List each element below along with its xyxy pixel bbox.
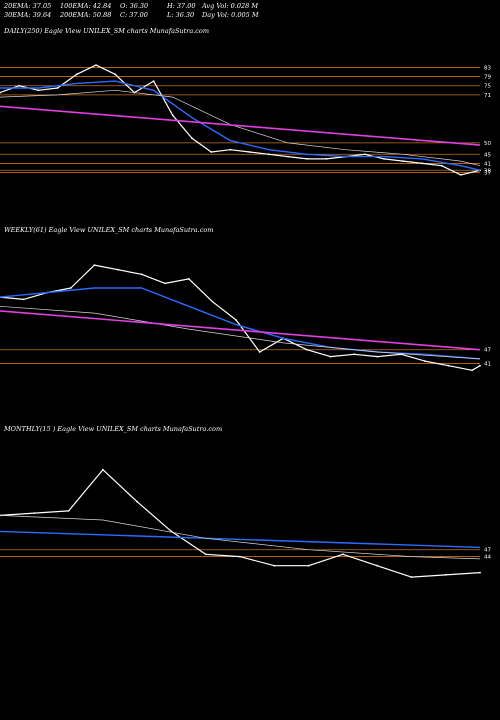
day-vol-stat: Day Vol: 0.005 M [202, 11, 259, 19]
weekly-tick-label: 41 [484, 361, 491, 367]
weekly-price-point [376, 355, 379, 358]
daily-price-point [229, 148, 232, 151]
ema20-stat: 20EMA: 37.05 [4, 2, 52, 10]
weekly-price-point [353, 353, 355, 356]
weekly-price-point [306, 348, 308, 351]
daily-price-point [152, 80, 155, 82]
monthly-price-point [33, 512, 36, 514]
weekly-price-point [329, 355, 332, 358]
daily-price-point [440, 164, 443, 167]
low-stat: L: 36.30 [167, 11, 195, 19]
daily-price-point [56, 87, 59, 89]
monthly-price-point [136, 500, 139, 503]
daily-tick-label: 79 [484, 75, 491, 81]
daily-tick-label: 45 [484, 152, 491, 158]
weekly-price-point [93, 264, 96, 266]
monthly-price-point [376, 564, 378, 567]
monthly-price-point [204, 553, 207, 556]
weekly-price-point [164, 282, 167, 285]
weekly-price-point [424, 360, 426, 362]
ema200-stat: 200EMA: 50.88 [60, 11, 112, 19]
weekly-ema-slow-line [0, 305, 481, 360]
daily-price-point [267, 153, 270, 156]
daily-price-point [171, 114, 174, 117]
monthly-price-point [273, 564, 276, 567]
weekly-ema-fast-line [0, 287, 481, 360]
daily-price-point [191, 137, 193, 140]
daily-price-point [0, 91, 1, 94]
monthly-price-line [0, 469, 481, 578]
monthly-tick-label: 44 [484, 555, 491, 561]
daily-panel-label: DAILY(250) Eagle View UNILEX_SM charts M… [4, 27, 209, 35]
daily-trend-line [0, 105, 481, 146]
weekly-price-point [22, 298, 25, 301]
daily-price-point [248, 151, 251, 153]
daily-tick-label: 37 [484, 171, 491, 177]
monthly-price-point [307, 564, 310, 567]
weekly-price-point [479, 364, 481, 367]
monthly-price-point [444, 574, 447, 576]
weekly-price-point [471, 369, 473, 372]
daily-price-point [210, 151, 213, 153]
weekly-price-point [117, 268, 119, 271]
daily-tick-label: 83 [484, 65, 491, 71]
ema100-stat: 100EMA: 42.84 [60, 2, 112, 10]
daily-price-point [306, 158, 309, 160]
daily-price-point [402, 160, 405, 163]
daily-price-point [37, 89, 40, 92]
monthly-ema-slow-line [0, 515, 481, 560]
monthly-ema-fast-line [0, 530, 481, 549]
monthly-price-point [342, 553, 344, 556]
weekly-price-point [69, 287, 72, 289]
close-stat: C: 37.00 [120, 11, 148, 19]
weekly-price-point [211, 300, 214, 303]
daily-price-point [383, 158, 385, 160]
high-stat: H: 37.00 [167, 2, 196, 10]
weekly-price-point [140, 273, 143, 276]
weekly-trend-line [0, 310, 481, 351]
daily-tick-label: 71 [484, 93, 491, 99]
ema30-stat: 30EMA: 39.64 [4, 11, 52, 19]
weekly-panel: 47 41 [0, 264, 491, 372]
avg-vol-stat: Avg Vol: 0.028 M [202, 2, 259, 10]
daily-price-point [75, 73, 78, 76]
daily-price-point [18, 84, 21, 87]
daily-tick-label: 50 [484, 141, 491, 147]
weekly-price-point [447, 364, 450, 367]
weekly-price-point [188, 278, 190, 280]
monthly-panel-label: MONTHLY(15 ) Eagle View UNILEX_SM charts… [4, 425, 223, 433]
daily-price-point [325, 158, 328, 160]
daily-tick-label: 75 [484, 84, 491, 90]
weekly-tick-label: 47 [484, 348, 491, 354]
monthly-price-point [102, 468, 104, 471]
daily-price-point [421, 162, 424, 165]
weekly-price-line [0, 264, 481, 371]
weekly-panel-label: WEEKLY(61) Eagle View UNILEX_SM charts M… [4, 226, 214, 234]
monthly-price-point [410, 576, 413, 578]
daily-price-point [459, 174, 462, 176]
daily-tick-label: 41 [484, 161, 491, 167]
daily-price-point [287, 155, 289, 158]
daily-price-point [95, 64, 97, 66]
daily-price-line [0, 64, 481, 176]
monthly-price-point [239, 555, 241, 558]
weekly-price-point [258, 351, 261, 353]
daily-ema-slow-line [0, 89, 481, 167]
weekly-price-point [235, 319, 238, 321]
monthly-price-point [479, 571, 481, 574]
daily-ema-fast-line [0, 80, 481, 171]
daily-price-point [114, 73, 117, 76]
monthly-price-point [67, 510, 70, 512]
monthly-tick-label: 47 [484, 548, 491, 554]
daily-price-point [363, 153, 366, 156]
daily-tick-label: 38 [484, 168, 491, 174]
open-stat: O: 36.30 [120, 2, 149, 10]
